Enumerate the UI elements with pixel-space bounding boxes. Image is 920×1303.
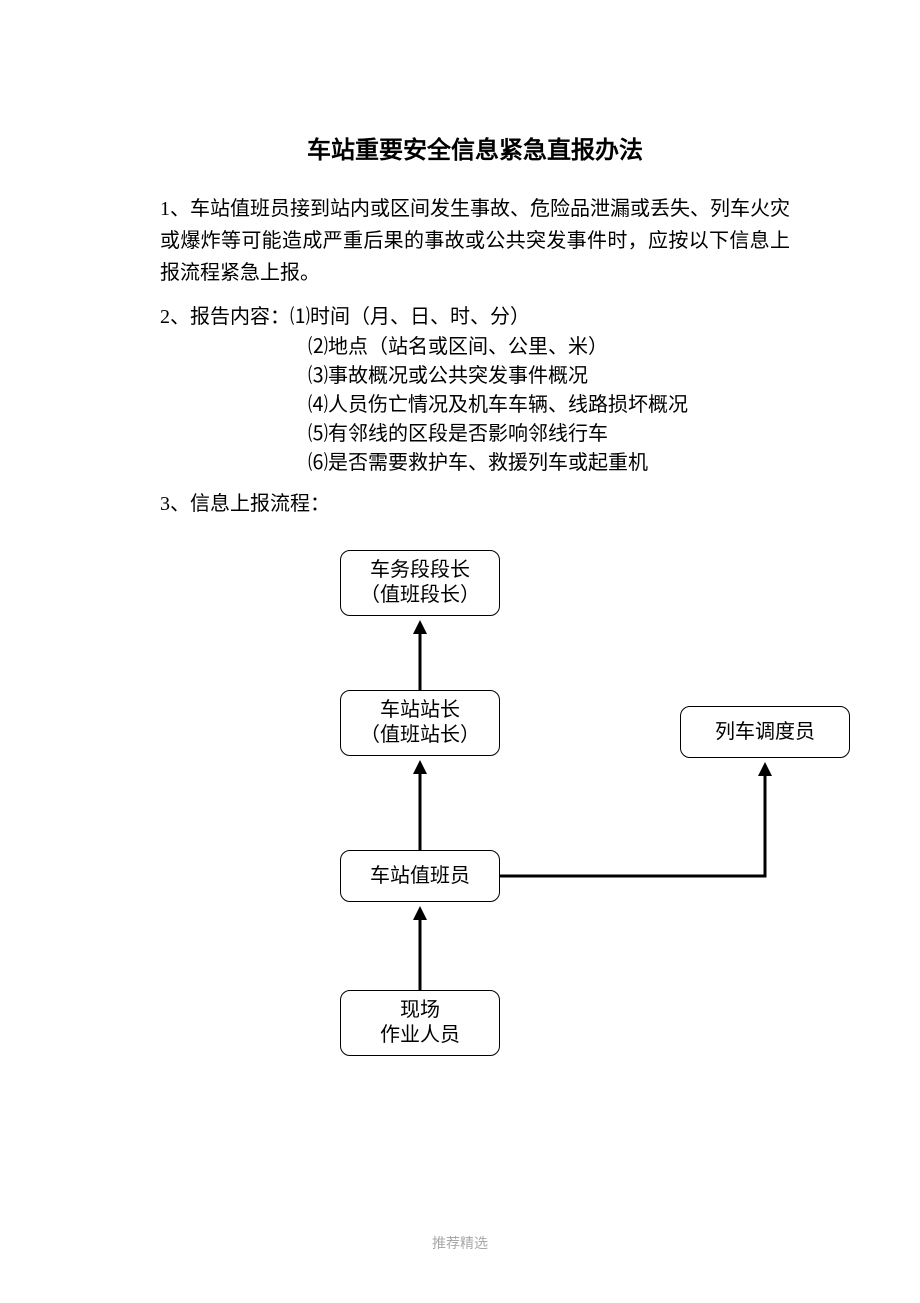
flow-node-duty-officer: 车站值班员	[340, 850, 500, 902]
flow-node-station-master: 车站站长 （值班站长）	[340, 690, 500, 756]
flow-node-line1: 车站值班员	[370, 864, 470, 889]
flow-node-field-staff: 现场 作业人员	[340, 990, 500, 1056]
flowchart: 车务段段长 （值班段长） 车站站长 （值班站长） 列车调度员 车站值班员 现场 …	[300, 550, 920, 1110]
paragraph-2-lead: 2、报告内容：	[160, 306, 290, 328]
paragraph-2: 2、报告内容：⑴时间（月、日、时、分） ⑵地点（站名或区间、公里、米） ⑶事故概…	[160, 301, 790, 478]
page-footer: 推荐精选	[0, 1233, 920, 1253]
paragraph-3: 3、信息上报流程：	[160, 488, 790, 520]
report-item-5: ⑸有邻线的区段是否影响邻线行车	[308, 420, 790, 449]
flow-node-line1: 车务段段长	[370, 558, 470, 583]
report-item-2: ⑵地点（站名或区间、公里、米）	[308, 333, 790, 362]
report-item-3: ⑶事故概况或公共突发事件概况	[308, 362, 790, 391]
report-item-1: ⑴时间（月、日、时、分）	[290, 306, 530, 328]
flow-node-line2: （值班段长）	[360, 583, 480, 608]
flow-node-line1: 车站站长	[380, 698, 460, 723]
document-title: 车站重要安全信息紧急直报办法	[160, 130, 790, 165]
report-item-6: ⑹是否需要救护车、救援列车或起重机	[308, 449, 790, 478]
flow-node-line1: 列车调度员	[715, 720, 815, 745]
report-item-4: ⑷人员伤亡情况及机车车辆、线路损坏概况	[308, 391, 790, 420]
document-page: 车站重要安全信息紧急直报办法 1、车站值班员接到站内或区间发生事故、危险品泄漏或…	[0, 0, 920, 1303]
paragraph-1: 1、车站值班员接到站内或区间发生事故、危险品泄漏或丢失、列车火灾或爆炸等可能造成…	[160, 193, 790, 289]
flow-node-line2: 作业人员	[380, 1023, 460, 1048]
flow-node-line1: 现场	[400, 998, 440, 1023]
flow-node-section-chief: 车务段段长 （值班段长）	[340, 550, 500, 616]
flow-node-line2: （值班站长）	[360, 723, 480, 748]
flow-node-train-dispatcher: 列车调度员	[680, 706, 850, 758]
